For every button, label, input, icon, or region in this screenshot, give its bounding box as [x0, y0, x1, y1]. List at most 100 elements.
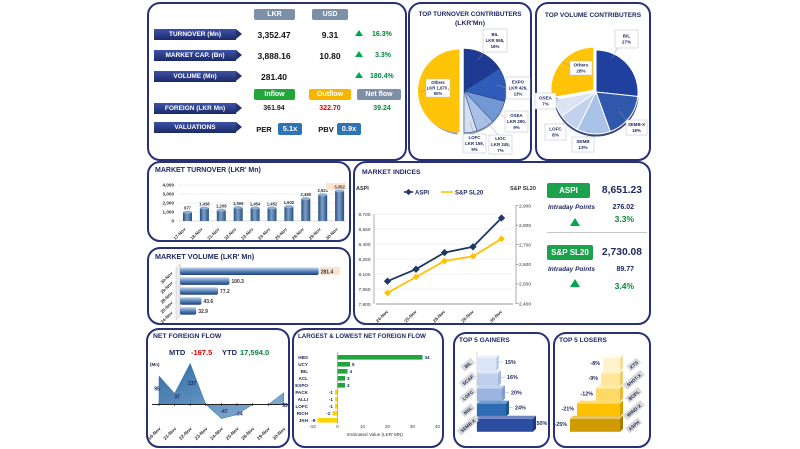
svg-text:20: 20 — [385, 424, 390, 429]
svg-text:3,352: 3,352 — [334, 184, 345, 189]
svg-text:2,500: 2,500 — [519, 282, 531, 288]
svg-text:39: 39 — [282, 403, 288, 409]
svg-text:ALLI: ALLI — [298, 397, 308, 402]
svg-text:LKR 290,: LKR 290, — [507, 119, 526, 124]
svg-text:EXPO: EXPO — [512, 80, 525, 85]
svg-text:SEMB-X: SEMB-X — [628, 122, 645, 127]
svg-text:LKR 245,: LKR 245, — [491, 142, 510, 147]
svg-text:Others: Others — [431, 80, 445, 85]
svg-text:43.6: 43.6 — [203, 299, 213, 305]
svg-text:95: 95 — [154, 387, 160, 393]
svg-text:3: 3 — [347, 376, 350, 381]
svg-text:24%: 24% — [515, 406, 526, 412]
svg-text:8,250: 8,250 — [358, 257, 370, 263]
svg-text:LKR 426,: LKR 426, — [509, 86, 528, 91]
svg-text:1,438: 1,438 — [199, 202, 210, 207]
svg-text:77.2: 77.2 — [220, 289, 230, 295]
svg-text:-9%: -9% — [588, 376, 598, 382]
svg-text:-12%: -12% — [580, 391, 593, 397]
svg-text:1,452: 1,452 — [267, 201, 278, 206]
svg-text:-1: -1 — [329, 404, 334, 409]
svg-text:16%: 16% — [507, 375, 518, 381]
svg-text:8,400: 8,400 — [358, 242, 370, 248]
svg-text:10: 10 — [360, 424, 365, 429]
svg-text:13%: 13% — [514, 91, 523, 96]
svg-text:HBS: HBS — [298, 355, 308, 360]
svg-text:50%: 50% — [434, 91, 443, 96]
svg-text:27%: 27% — [622, 40, 631, 45]
svg-text:EXPO: EXPO — [295, 383, 308, 388]
svg-text:2,000: 2,000 — [163, 201, 175, 206]
svg-text:ASPI: ASPI — [415, 191, 429, 197]
svg-text:34: 34 — [425, 355, 431, 360]
svg-text:16%: 16% — [491, 44, 500, 49]
svg-text:3,000: 3,000 — [163, 192, 175, 197]
svg-text:3: 3 — [347, 383, 350, 388]
svg-text:LOFC: LOFC — [549, 127, 562, 132]
svg-text:BIL: BIL — [301, 369, 309, 374]
svg-text:-1: -1 — [329, 397, 334, 402]
svg-text:1,208: 1,208 — [216, 204, 227, 209]
svg-text:8,100: 8,100 — [358, 272, 370, 278]
svg-text:SEMB: SEMB — [576, 139, 590, 144]
svg-text:2,800: 2,800 — [519, 223, 531, 229]
svg-text:15%: 15% — [505, 360, 516, 366]
svg-text:2,900: 2,900 — [519, 203, 531, 209]
svg-text:-2: -2 — [326, 411, 331, 416]
svg-text:UCY: UCY — [298, 362, 308, 367]
svg-text:OSEA: OSEA — [539, 96, 553, 101]
svg-text:PACK: PACK — [295, 390, 308, 395]
svg-text:1,000: 1,000 — [163, 210, 175, 215]
svg-text:7,950: 7,950 — [358, 287, 370, 293]
svg-text:7,800: 7,800 — [358, 302, 370, 308]
svg-text:28%: 28% — [576, 69, 585, 74]
svg-text:BIL: BIL — [464, 361, 473, 370]
svg-text:Others: Others — [574, 63, 589, 68]
svg-text:BIL: BIL — [623, 34, 631, 39]
svg-text:8%: 8% — [552, 133, 559, 138]
svg-text:-34: -34 — [235, 412, 242, 418]
svg-text:32.9: 32.9 — [198, 309, 208, 315]
svg-text:2,921: 2,921 — [317, 188, 328, 193]
svg-text:7%: 7% — [542, 102, 549, 107]
svg-text:8,550: 8,550 — [358, 227, 370, 233]
svg-text:5: 5 — [352, 362, 355, 367]
svg-text:5%: 5% — [471, 147, 477, 152]
svg-text:2,480: 2,480 — [301, 192, 312, 197]
svg-text:2,700: 2,700 — [519, 243, 531, 249]
svg-text:MSL: MSL — [463, 405, 474, 415]
svg-text:LKR 1,675 ,: LKR 1,675 , — [427, 85, 450, 90]
svg-text:JKH: JKH — [299, 418, 309, 423]
svg-text:100.3: 100.3 — [231, 279, 244, 285]
svg-text:BIL: BIL — [491, 32, 498, 37]
svg-text:281.4: 281.4 — [321, 269, 334, 275]
svg-text:0: 0 — [336, 424, 339, 429]
svg-text:-25%: -25% — [554, 422, 567, 428]
svg-text:2,600: 2,600 — [519, 262, 531, 268]
svg-text:LOFC: LOFC — [295, 404, 308, 409]
svg-text:37: 37 — [174, 395, 180, 401]
svg-text:-47: -47 — [220, 409, 227, 415]
svg-text:RICH: RICH — [297, 411, 309, 416]
svg-text:40: 40 — [435, 424, 440, 429]
svg-text:0: 0 — [171, 219, 174, 224]
svg-text:50%: 50% — [537, 421, 548, 427]
svg-text:-10: -10 — [309, 424, 316, 429]
svg-text:4: 4 — [350, 369, 353, 374]
svg-text:7%: 7% — [497, 148, 503, 153]
svg-text:9%: 9% — [513, 125, 519, 130]
svg-text:-8%: -8% — [590, 361, 600, 367]
svg-text:1,454: 1,454 — [250, 201, 261, 206]
svg-text:2,400: 2,400 — [519, 301, 531, 307]
svg-text:Estimated Value (LKR' MN): Estimated Value (LKR' MN) — [347, 432, 403, 437]
svg-text:-1: -1 — [329, 390, 334, 395]
svg-text:KTS: KTS — [629, 360, 639, 370]
svg-text:OSEA: OSEA — [510, 113, 523, 118]
svg-text:LIOC: LIOC — [495, 136, 506, 141]
svg-text:18%: 18% — [632, 128, 641, 133]
svg-text:13%: 13% — [578, 145, 587, 150]
svg-text:977: 977 — [184, 206, 192, 211]
svg-text:20%: 20% — [511, 390, 522, 396]
svg-text:LKR 159,: LKR 159, — [465, 141, 484, 146]
svg-text:1,602: 1,602 — [284, 200, 295, 205]
